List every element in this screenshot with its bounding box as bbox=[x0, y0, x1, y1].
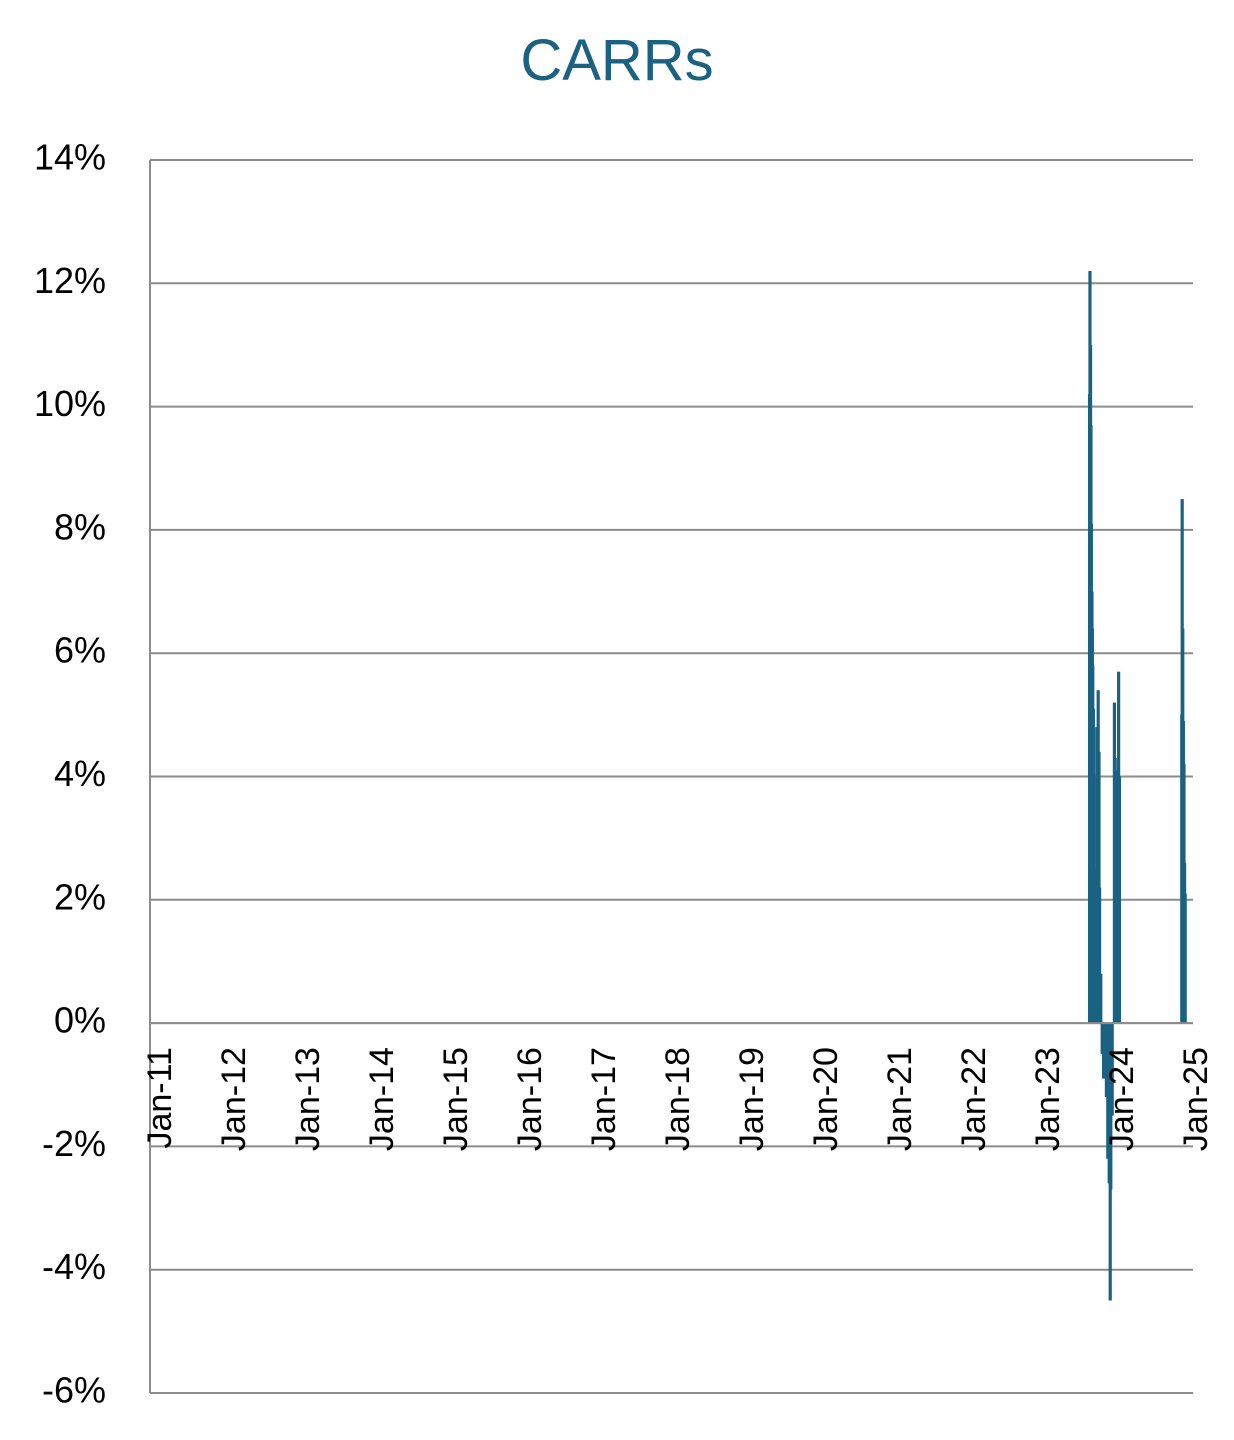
x-axis-ticks: Jan-11 Jan-12 Jan-13 Jan-14 Jan-15 Jan-16 Jan-… bbox=[141, 1047, 1215, 1151]
x-tick-label: Jan-12 bbox=[215, 1047, 253, 1151]
x-tick-label: Jan-24 bbox=[1103, 1047, 1141, 1151]
y-tick-label: 10% bbox=[34, 383, 106, 424]
y-tick-label: 14% bbox=[34, 137, 106, 178]
x-tick-label: Jan-14 bbox=[363, 1047, 401, 1151]
axes bbox=[149, 160, 1193, 1393]
chart-title: CARRs bbox=[520, 28, 714, 93]
x-tick-label: Jan-16 bbox=[511, 1047, 549, 1151]
x-tick-label: Jan-15 bbox=[437, 1047, 475, 1151]
x-tick-label: Jan-25 bbox=[1177, 1047, 1215, 1151]
bar bbox=[1117, 776, 1122, 1024]
x-tick-label: Jan-18 bbox=[659, 1047, 697, 1151]
x-tick-label: Jan-21 bbox=[881, 1047, 919, 1151]
y-tick-label: 6% bbox=[54, 630, 106, 671]
y-tick-label: -4% bbox=[42, 1246, 106, 1287]
bar bbox=[1097, 887, 1102, 1024]
y-axis-ticks: 14% 12% 10% 8% 6% 4% 2% 0% -2% -4% -6% bbox=[34, 137, 106, 1411]
x-tick-label: Jan-23 bbox=[1029, 1047, 1067, 1151]
y-tick-label: 8% bbox=[54, 506, 106, 547]
bar bbox=[1183, 893, 1187, 1024]
y-tick-label: 12% bbox=[34, 260, 106, 301]
y-tick-label: -2% bbox=[42, 1123, 106, 1164]
bar-series bbox=[1087, 270, 1187, 1301]
y-tick-label: -6% bbox=[42, 1370, 106, 1411]
y-tick-label: 0% bbox=[54, 1000, 106, 1041]
y-tick-label: 4% bbox=[54, 753, 106, 794]
x-tick-label: Jan-11 bbox=[141, 1047, 179, 1148]
x-tick-label: Jan-19 bbox=[733, 1047, 771, 1151]
bar bbox=[1101, 1023, 1106, 1079]
y-tick-label: 2% bbox=[54, 876, 106, 917]
x-tick-label: Jan-20 bbox=[807, 1047, 845, 1151]
bar bbox=[1099, 973, 1103, 1024]
x-tick-label: Jan-13 bbox=[289, 1047, 327, 1151]
bar bbox=[1110, 1023, 1114, 1116]
x-tick-label: Jan-22 bbox=[955, 1047, 993, 1151]
x-tick-label: Jan-17 bbox=[585, 1047, 623, 1151]
gridlines bbox=[150, 159, 1193, 1394]
